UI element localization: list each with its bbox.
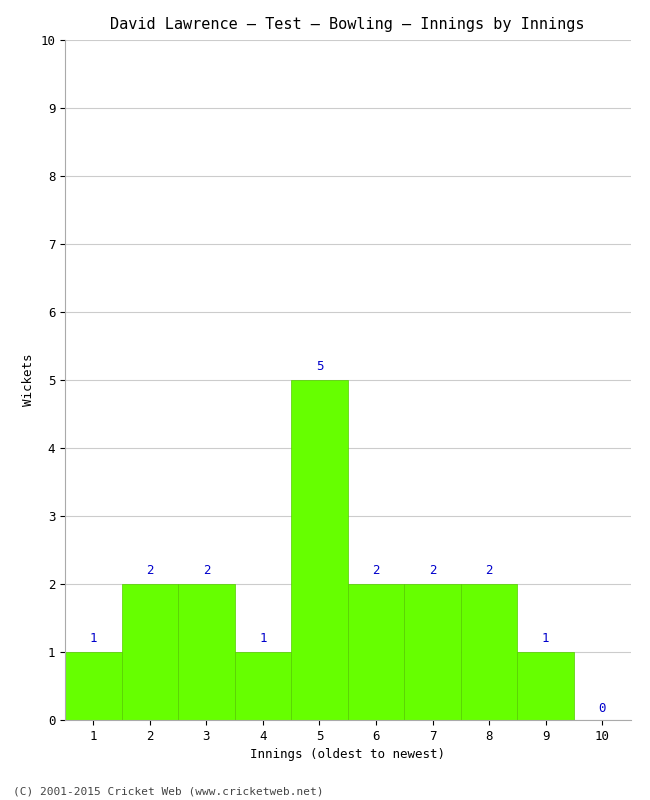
Bar bbox=[122, 584, 178, 720]
Y-axis label: Wickets: Wickets bbox=[21, 354, 34, 406]
Bar bbox=[461, 584, 517, 720]
Text: 5: 5 bbox=[316, 360, 323, 373]
Text: 2: 2 bbox=[372, 564, 380, 578]
Text: 0: 0 bbox=[599, 702, 606, 714]
Bar bbox=[404, 584, 461, 720]
Text: 2: 2 bbox=[203, 564, 210, 578]
Text: 1: 1 bbox=[259, 632, 266, 645]
Bar bbox=[235, 652, 291, 720]
Bar bbox=[291, 380, 348, 720]
Text: 2: 2 bbox=[429, 564, 436, 578]
Text: (C) 2001-2015 Cricket Web (www.cricketweb.net): (C) 2001-2015 Cricket Web (www.cricketwe… bbox=[13, 786, 324, 796]
Bar bbox=[178, 584, 235, 720]
Text: 2: 2 bbox=[486, 564, 493, 578]
Title: David Lawrence – Test – Bowling – Innings by Innings: David Lawrence – Test – Bowling – Inning… bbox=[111, 17, 585, 32]
Bar bbox=[348, 584, 404, 720]
Bar bbox=[517, 652, 574, 720]
X-axis label: Innings (oldest to newest): Innings (oldest to newest) bbox=[250, 748, 445, 762]
Text: 1: 1 bbox=[90, 632, 97, 645]
Bar bbox=[65, 652, 122, 720]
Text: 1: 1 bbox=[542, 632, 549, 645]
Text: 2: 2 bbox=[146, 564, 153, 578]
